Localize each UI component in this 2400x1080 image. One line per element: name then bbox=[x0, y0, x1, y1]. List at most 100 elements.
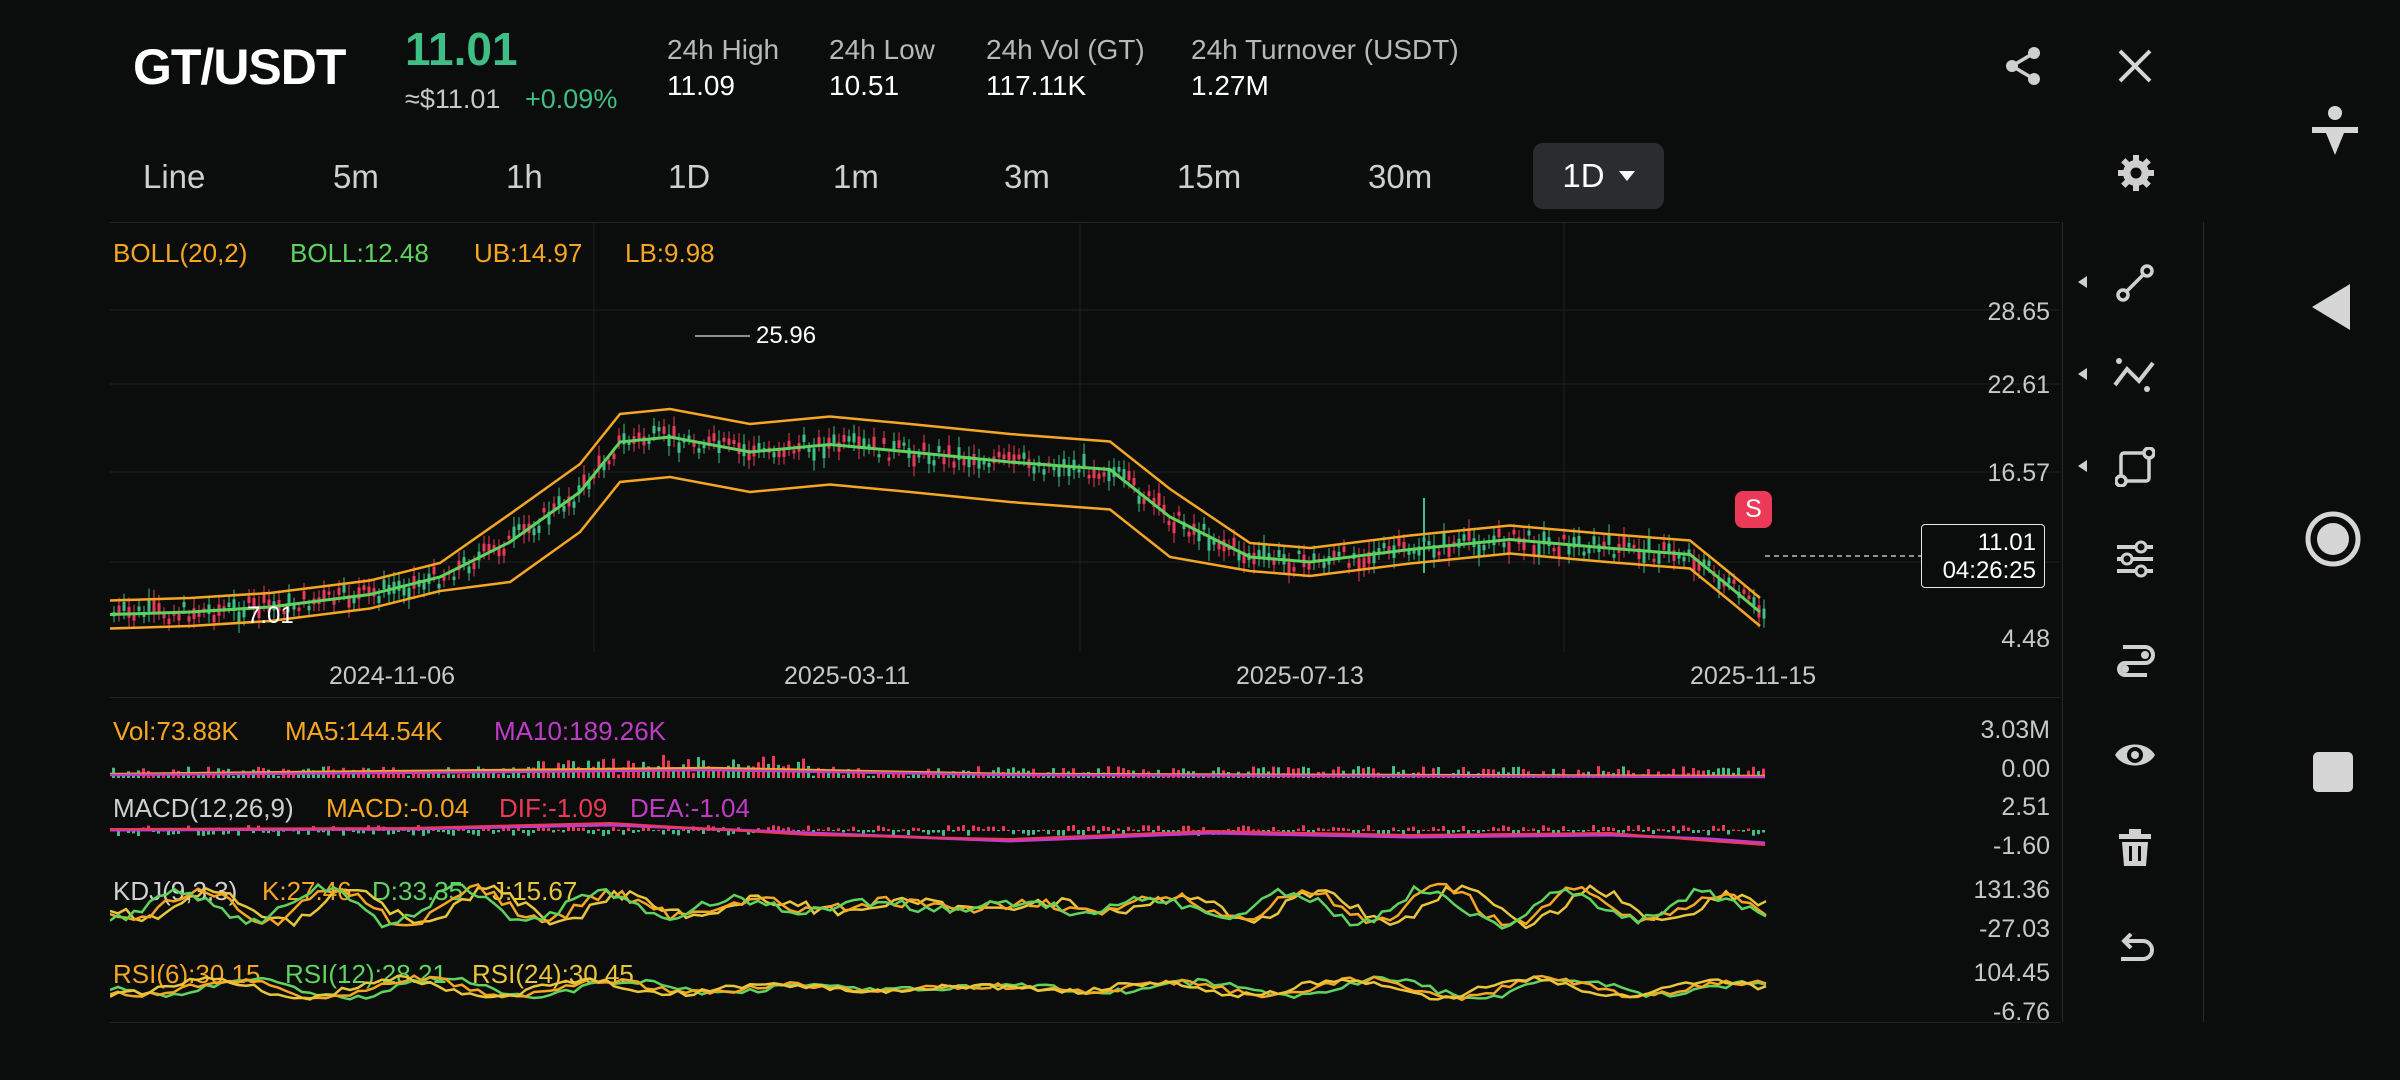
volume-bar bbox=[487, 769, 490, 778]
home-nav-icon[interactable] bbox=[2304, 510, 2362, 568]
macd-histogram-bar bbox=[1302, 825, 1305, 831]
candle-body bbox=[1582, 551, 1586, 556]
candle-body bbox=[1557, 546, 1561, 557]
volume-bar bbox=[617, 774, 620, 778]
macd-histogram-bar bbox=[702, 830, 705, 834]
candle-body bbox=[162, 613, 166, 619]
eye-visibility-icon[interactable] bbox=[2113, 737, 2157, 773]
volume-bar bbox=[1367, 766, 1370, 778]
macd-histogram-bar bbox=[562, 830, 565, 833]
candle-body bbox=[787, 440, 791, 449]
candle-body bbox=[1077, 469, 1081, 473]
price-chart[interactable] bbox=[110, 222, 2060, 697]
trash-icon[interactable] bbox=[2117, 828, 2153, 868]
candle-body bbox=[352, 597, 356, 604]
tab-1h[interactable]: 1h bbox=[506, 158, 543, 195]
candle-countdown: 04:26:25 bbox=[1942, 557, 2036, 584]
candle-body bbox=[967, 455, 971, 468]
candle-body bbox=[1637, 548, 1641, 560]
candle-body bbox=[167, 618, 171, 625]
macd-histogram-bar bbox=[1697, 830, 1700, 833]
close-icon[interactable] bbox=[2117, 48, 2153, 84]
macd-histogram-bar bbox=[1077, 830, 1080, 835]
candle-body bbox=[1017, 454, 1021, 460]
volume-bar bbox=[862, 771, 865, 778]
candle-body bbox=[187, 616, 191, 622]
candle-body bbox=[747, 449, 751, 461]
trendline-tool-icon[interactable] bbox=[2115, 263, 2155, 303]
share-icon[interactable] bbox=[2003, 45, 2043, 87]
macd-histogram-bar bbox=[1532, 828, 1535, 831]
magnet-tool-icon[interactable] bbox=[2115, 641, 2155, 681]
macd-histogram-bar bbox=[657, 829, 660, 831]
macd-histogram-bar bbox=[1482, 830, 1485, 832]
macd-histogram-bar bbox=[117, 830, 120, 836]
candle-body bbox=[1462, 534, 1466, 541]
macd-histogram-bar bbox=[1672, 825, 1675, 831]
macd-histogram-bar bbox=[1677, 830, 1680, 834]
volume-bar bbox=[297, 773, 300, 778]
accessibility-icon[interactable] bbox=[2310, 105, 2360, 161]
tab-1d[interactable]: 1D bbox=[668, 158, 711, 195]
indicator-settings-icon[interactable] bbox=[2115, 539, 2155, 579]
volume-bar bbox=[1257, 768, 1260, 778]
macd-histogram-bar bbox=[697, 829, 700, 831]
expand-arrow-icon[interactable] bbox=[2078, 368, 2087, 380]
recents-nav-icon[interactable] bbox=[2313, 752, 2353, 792]
vol-axis-max: 3.03M bbox=[1980, 716, 2050, 744]
candle-body bbox=[867, 444, 871, 449]
volume-bar bbox=[1262, 767, 1265, 778]
macd-histogram-bar bbox=[902, 829, 905, 831]
macd-histogram-bar bbox=[1322, 828, 1325, 831]
candle-body bbox=[1117, 467, 1121, 472]
candle-body bbox=[942, 457, 946, 465]
back-nav-icon[interactable] bbox=[2310, 282, 2352, 332]
candle-body bbox=[807, 448, 811, 453]
tab-30m[interactable]: 30m bbox=[1368, 158, 1433, 195]
timeframe-dropdown[interactable]: 1D bbox=[1533, 143, 1664, 209]
candle-body bbox=[1507, 541, 1511, 554]
expand-arrow-icon[interactable] bbox=[2078, 460, 2087, 472]
tab-3m[interactable]: 3m bbox=[1004, 158, 1050, 195]
candle-body bbox=[492, 545, 496, 549]
macd-histogram-bar bbox=[487, 828, 490, 831]
volume-bar bbox=[167, 773, 170, 778]
candle-body bbox=[1342, 546, 1346, 553]
volume-bar bbox=[652, 769, 655, 778]
candle-body bbox=[667, 434, 671, 447]
settings-gear-icon[interactable] bbox=[2117, 154, 2155, 192]
macd-histogram-bar bbox=[1487, 829, 1490, 831]
tab-1m[interactable]: 1m bbox=[833, 158, 879, 195]
macd-histogram-bar bbox=[952, 830, 955, 832]
undo-icon[interactable] bbox=[2115, 933, 2155, 969]
candle-body bbox=[122, 602, 126, 611]
candle-body bbox=[647, 440, 651, 444]
volume-bar bbox=[982, 774, 985, 778]
sell-signal-badge[interactable]: S bbox=[1735, 491, 1772, 528]
fibonacci-tool-icon[interactable] bbox=[2113, 355, 2157, 395]
expand-arrow-icon[interactable] bbox=[2078, 276, 2087, 288]
macd-histogram-bar bbox=[1062, 830, 1065, 836]
candle-body bbox=[1572, 537, 1576, 548]
candle-body bbox=[1172, 521, 1176, 534]
candle-body bbox=[662, 426, 666, 434]
candle-body bbox=[1012, 454, 1016, 465]
candle-body bbox=[1437, 551, 1441, 556]
candle-body bbox=[1707, 560, 1711, 567]
macd-histogram-bar bbox=[647, 828, 650, 831]
candle-body bbox=[1692, 558, 1696, 572]
current-price-tag: 11.01 04:26:25 bbox=[1921, 524, 2045, 588]
tab-5m[interactable]: 5m bbox=[333, 158, 379, 195]
volume-bar bbox=[677, 770, 680, 778]
candle-body bbox=[1742, 589, 1746, 594]
candle-body bbox=[347, 595, 351, 608]
macd-histogram-bar bbox=[262, 830, 265, 833]
tab-15m[interactable]: 15m bbox=[1177, 158, 1242, 195]
candle-body bbox=[1537, 543, 1541, 556]
tab-line[interactable]: Line bbox=[143, 158, 206, 195]
shape-tool-icon[interactable] bbox=[2115, 447, 2155, 487]
candle-body bbox=[932, 460, 936, 466]
candle-body bbox=[1052, 465, 1056, 471]
volume-bar bbox=[1737, 767, 1740, 778]
macd-histogram-bar bbox=[327, 830, 330, 836]
